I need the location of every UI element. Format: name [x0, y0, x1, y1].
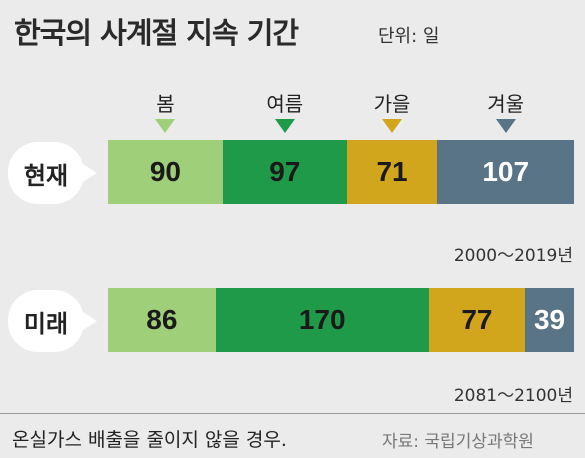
- bar-segment-1-2: 77: [428, 288, 526, 352]
- season-label-1: 여름: [266, 92, 304, 116]
- row-label-0: 현재: [8, 142, 84, 204]
- bar-segment-1-0: 86: [108, 288, 216, 352]
- footnote: 온실가스 배출을 줄이지 않을 경우.: [12, 429, 287, 451]
- source-credit: 자료: 국립기상과학원: [382, 432, 534, 452]
- bar-segment-1-3: 39: [525, 288, 574, 352]
- season-label-2: 가을: [373, 92, 411, 116]
- season-marker-1: [274, 119, 295, 133]
- season-marker-3: [495, 119, 516, 133]
- bar-segment-0-0: 90: [108, 140, 223, 204]
- season-marker-0: [155, 119, 176, 133]
- stacked-bar-0: 90 97 71 107: [108, 140, 574, 204]
- stacked-bar-1: 86 170 77 39: [108, 288, 574, 352]
- chart-title: 한국의 사계절 지속 기간: [14, 16, 299, 50]
- period-label-1: 2081～2100년: [453, 386, 573, 406]
- bar-segment-0-3: 107: [437, 140, 574, 204]
- season-label-0: 봄: [156, 92, 175, 116]
- bar-segment-1-1: 170: [215, 288, 429, 352]
- bar-segment-0-2: 71: [346, 140, 438, 204]
- row-label-1: 미래: [8, 290, 84, 352]
- season-label-3: 겨울: [487, 92, 525, 116]
- footer-divider: [0, 413, 585, 414]
- season-marker-2: [382, 119, 403, 133]
- bar-segment-0-1: 97: [222, 140, 347, 204]
- period-label-0: 2000～2019년: [453, 246, 573, 266]
- unit-label: 단위: 일: [378, 26, 440, 47]
